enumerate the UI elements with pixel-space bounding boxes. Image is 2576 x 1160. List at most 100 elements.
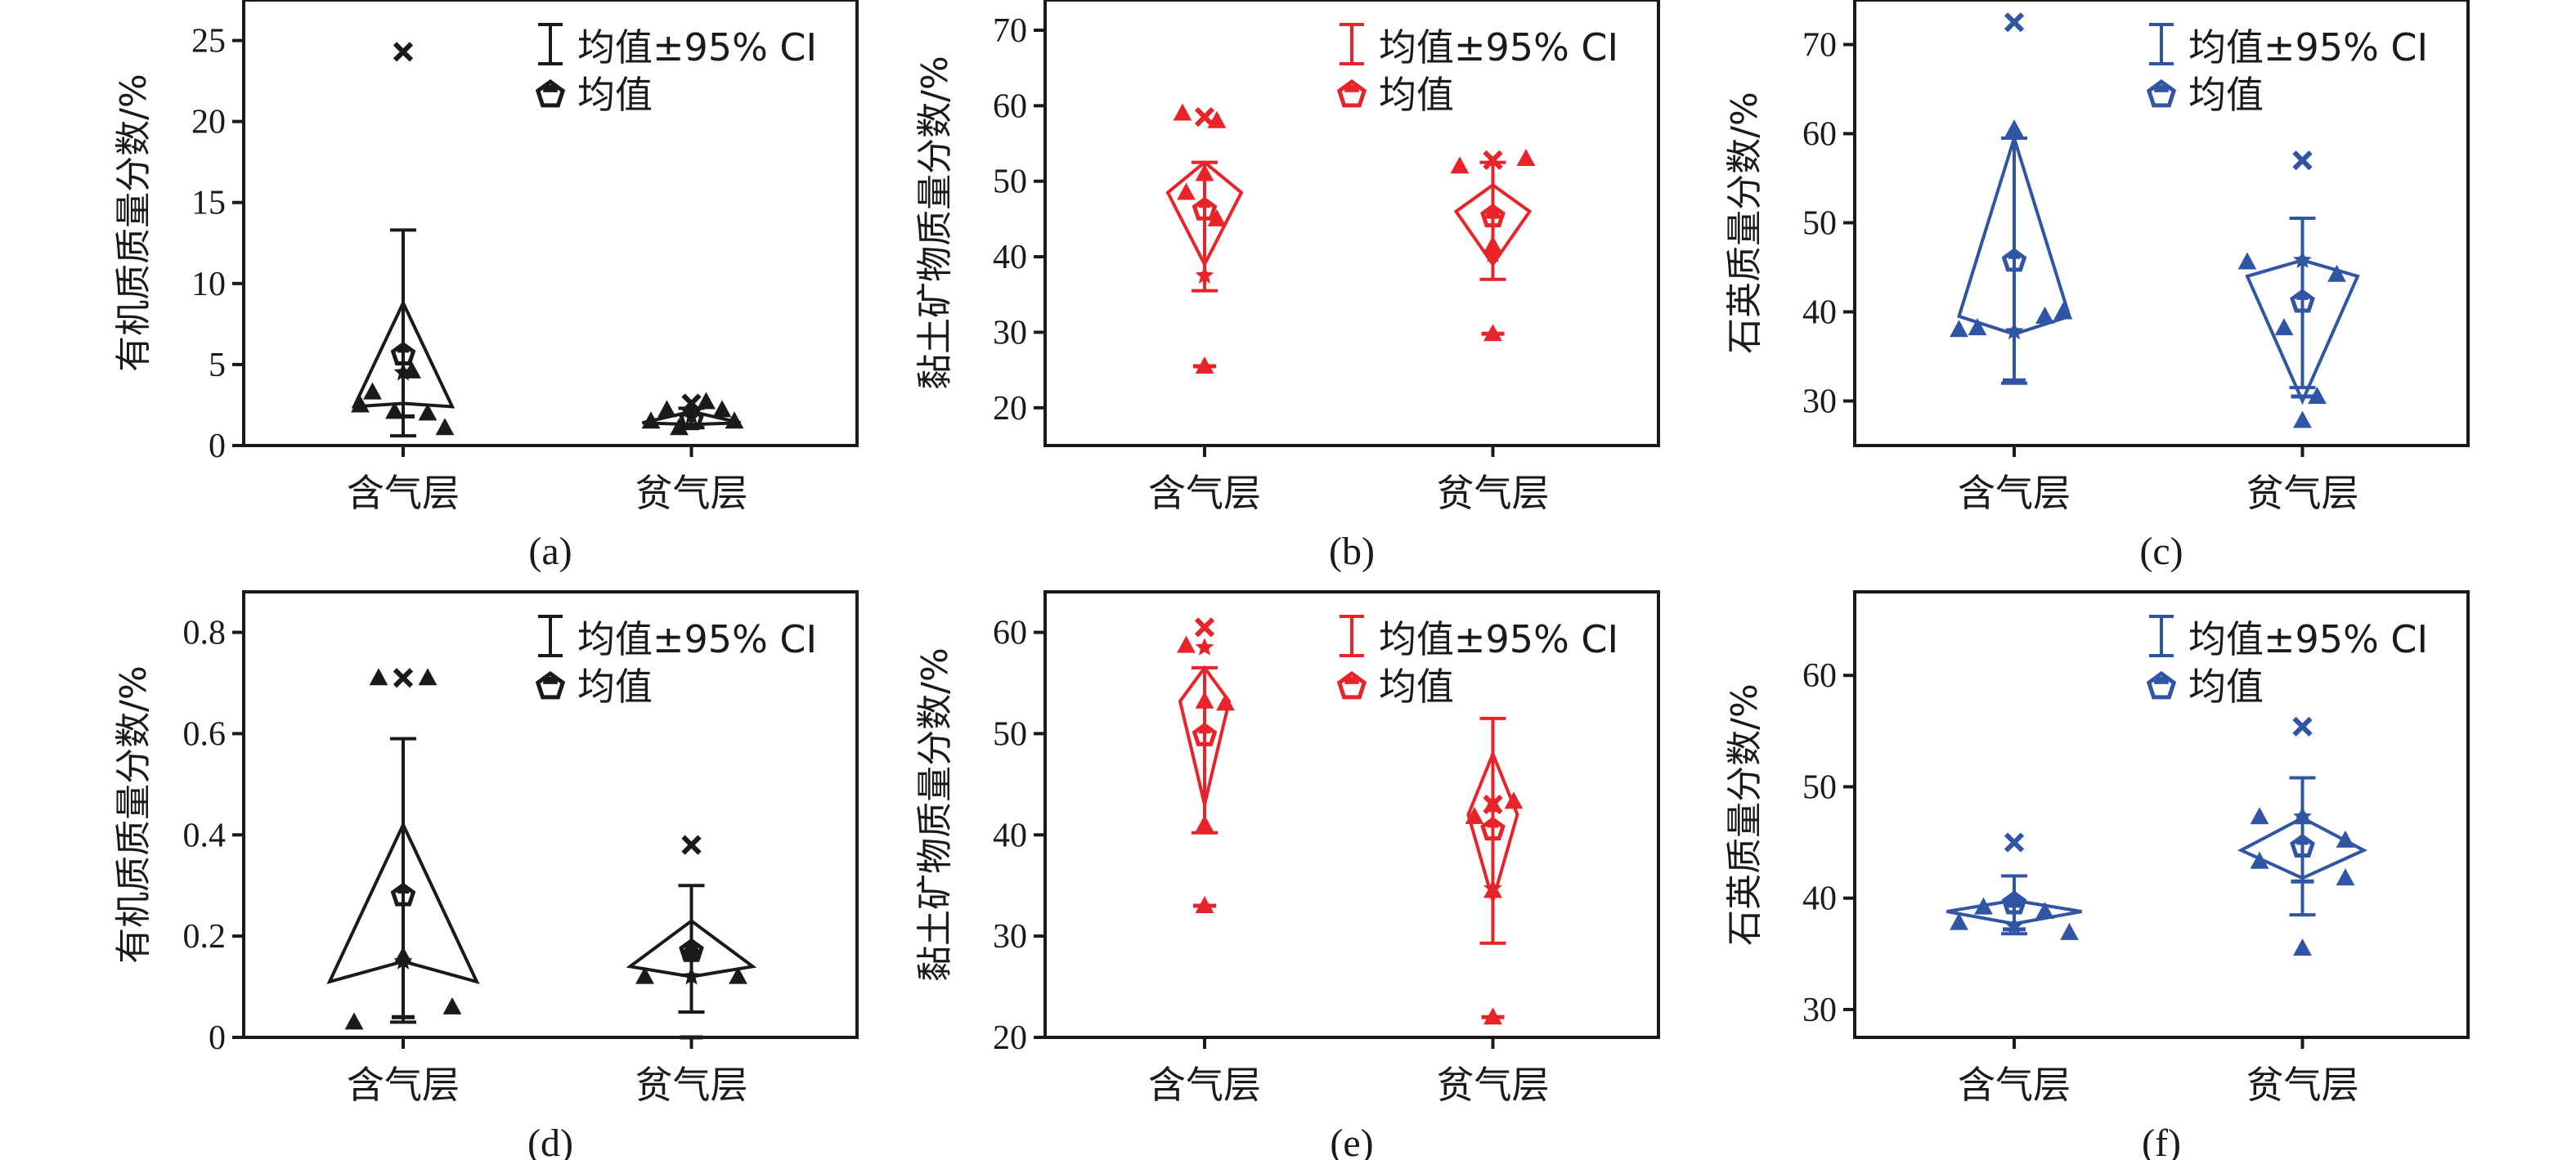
mean-marker-cap xyxy=(685,411,698,418)
max-marker-b xyxy=(681,393,702,414)
data-point xyxy=(1465,806,1484,824)
y-tick-label: 0.6 xyxy=(183,715,227,753)
mean-marker-outline xyxy=(390,341,416,365)
panel-d: 0 0.2 0.4 0.6 0.8 含气层 贫气层 有机质质量分数/% (d) 均值±95% CI… xyxy=(113,590,859,1160)
x-category-label: 贫气层 xyxy=(2246,471,2359,515)
mean-marker xyxy=(390,341,416,365)
series-1 xyxy=(641,392,744,436)
panel-label: (e) xyxy=(1330,1122,1373,1160)
mean-marker xyxy=(2001,248,2027,272)
data-point xyxy=(435,418,455,436)
max-marker xyxy=(1194,617,1215,638)
data-point xyxy=(670,418,689,436)
data-point xyxy=(344,1012,364,1030)
legend-mean-icon xyxy=(1336,78,1367,108)
data-point xyxy=(635,966,654,984)
y-tick-label: 10 xyxy=(191,266,226,303)
data-point xyxy=(729,966,747,984)
data-point xyxy=(1177,635,1196,653)
data-point xyxy=(1216,693,1235,711)
y-tick-label: 25 xyxy=(191,23,226,60)
mean-marker-outline xyxy=(679,938,704,962)
max-marker xyxy=(393,668,414,688)
data-point xyxy=(1504,791,1524,809)
y-tick-label: 50 xyxy=(1802,768,1837,806)
x-category-label: 含气层 xyxy=(347,1063,460,1107)
mean-marker-cap xyxy=(2008,253,2021,259)
y-axis-label: 有机质质量分数/% xyxy=(113,74,155,372)
y-tick-label: 60 xyxy=(1802,116,1837,154)
mean-marker-outline xyxy=(1480,204,1506,228)
mean-marker-outline xyxy=(2290,289,2315,313)
median-marker xyxy=(393,952,413,970)
x-category-label: 贫气层 xyxy=(635,471,748,515)
max-marker-b xyxy=(393,668,414,688)
y-axis-label: 石英质量分数/% xyxy=(1724,683,1766,946)
data-point xyxy=(2035,306,2054,324)
legend-ci-label: 均值±95% CI xyxy=(1379,25,1618,69)
max-marker-b xyxy=(681,835,702,855)
data-point xyxy=(2274,318,2294,336)
mean-marker-outline xyxy=(2290,833,2315,858)
x-category-label: 含气层 xyxy=(347,471,460,515)
y-tick-label: 20 xyxy=(191,104,226,141)
legend-mean-icon xyxy=(2146,670,2177,700)
data-point xyxy=(2004,119,2024,137)
legend-mean-label: 均值 xyxy=(1379,73,1454,117)
mean-marker-cap xyxy=(397,887,410,894)
mean-marker xyxy=(1480,204,1506,228)
panel-label: (a) xyxy=(528,530,572,573)
data-point xyxy=(1968,318,1987,336)
data-point xyxy=(682,941,701,959)
legend-mean-icon-cap xyxy=(543,85,558,92)
max-marker xyxy=(2292,716,2313,737)
y-tick-label: 70 xyxy=(993,12,1027,50)
data-point xyxy=(363,382,382,400)
median-marker xyxy=(1195,266,1214,284)
y-tick-label: 40 xyxy=(1802,880,1837,918)
series-0 xyxy=(1946,832,2082,940)
series-1 xyxy=(1465,716,1524,1025)
mean-marker-outline xyxy=(1480,817,1506,841)
median-marker xyxy=(1195,638,1214,656)
median-marker xyxy=(2293,250,2312,268)
data-point xyxy=(1450,156,1470,174)
max-marker xyxy=(2292,150,2313,171)
plot-frame xyxy=(1043,590,1660,1039)
data-point xyxy=(2237,252,2257,270)
data-point xyxy=(369,668,388,686)
y-tick-label: 0.8 xyxy=(183,615,227,652)
series-0 xyxy=(1165,103,1244,374)
legend-mean-icon xyxy=(535,670,566,700)
mean-marker xyxy=(2290,833,2315,858)
mean-marker xyxy=(2001,890,2027,915)
y-tick-label: 50 xyxy=(993,163,1027,201)
mean-marker xyxy=(2290,289,2315,313)
legend-mean-label: 均值 xyxy=(577,665,653,709)
mean-marker xyxy=(1192,196,1218,221)
legend-mean-label: 均值 xyxy=(577,73,653,117)
legend-ci-label: 均值±95% CI xyxy=(1379,617,1618,661)
median-marker xyxy=(393,362,413,381)
max-marker-b xyxy=(1483,150,1503,170)
y-tick-label: 0.2 xyxy=(183,918,227,956)
legend-mean-icon xyxy=(2146,78,2177,108)
panel-label: (c) xyxy=(2139,530,2183,573)
median-marker xyxy=(2004,916,2024,934)
legend-mean-icon-outline xyxy=(2146,670,2177,700)
data-point xyxy=(2053,302,2073,320)
mean-marker xyxy=(1480,817,1506,841)
mean-marker xyxy=(1192,722,1218,746)
data-point xyxy=(1974,897,1993,915)
median-marker xyxy=(682,966,701,985)
legend-mean-icon-cap xyxy=(2154,677,2169,684)
data-point xyxy=(442,997,462,1014)
max-marker xyxy=(393,42,414,62)
x-category-label: 含气层 xyxy=(1148,1063,1261,1107)
panel-b: 20 30 40 50 60 70 含气层 贫气层 黏土矿物质量分数/% (b) 均值±95% CI… xyxy=(914,0,1660,573)
